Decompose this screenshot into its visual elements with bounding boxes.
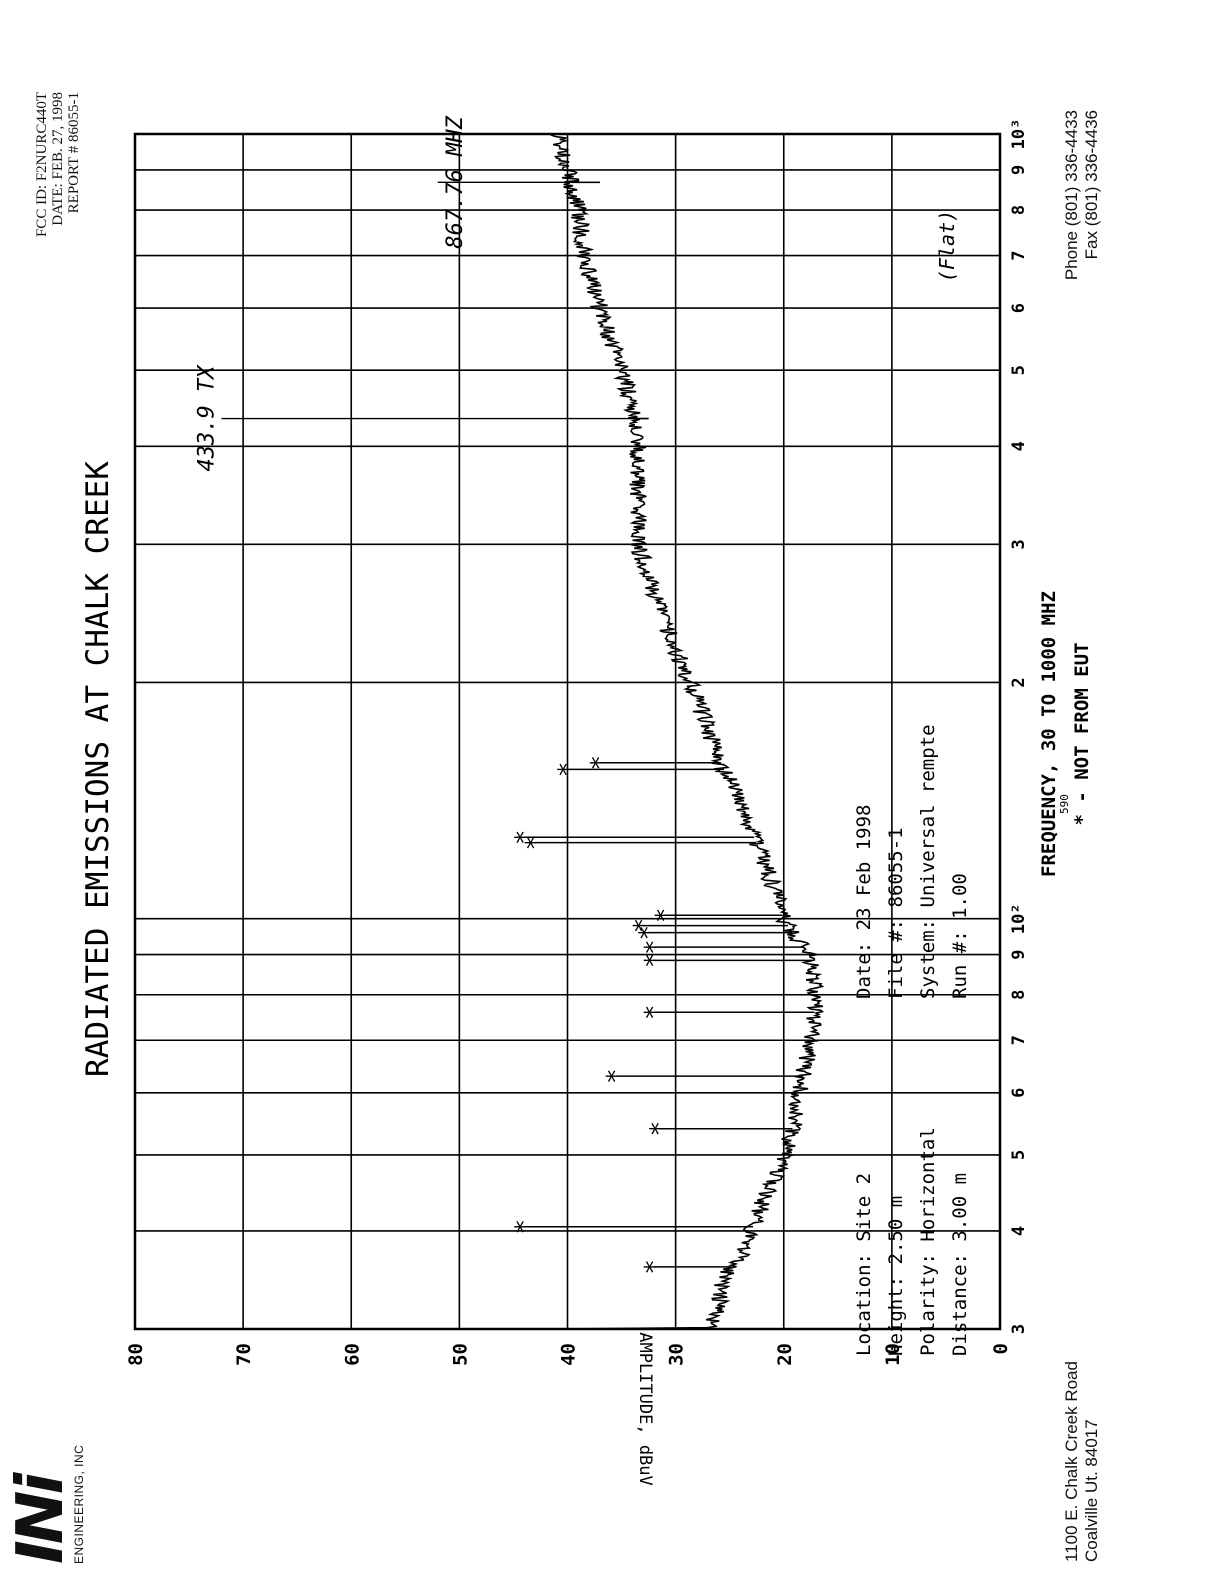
y-tick-label-2: 20 [774,1343,796,1366]
not-from-eut-note: * - NOT FROM EUT [1071,642,1093,825]
fax: Fax (801) 336-4436 [1082,110,1101,260]
noise-floor-line [549,133,825,1330]
y-axis-label: AMPLITUDE, dBuV [635,1332,655,1486]
y-tick-label-3: 30 [666,1343,688,1366]
contact-block: Phone (801) 336-4433 Fax (801) 336-4436 [1062,110,1102,280]
x-tick-label-13: 7 [1009,250,1029,260]
emission-marker-0: * [640,1259,670,1275]
handwritten-annotations: 433.9 TX 867.76 MHZ (Flat) [195,115,959,471]
info-date: Date: 23 Feb 1998 [853,805,875,999]
info-polarity: Polarity: Horizontal [917,1127,939,1356]
x-tick-label-16: 10³ [1009,119,1029,150]
x-tick-label-4: 7 [1009,1035,1029,1045]
annotation-tx: 433.9 TX [195,364,220,472]
info-location: Location: Site 2 [853,1173,875,1356]
x-tick-label-5: 8 [1009,990,1029,1000]
x-tick-label-10: 4 [1009,441,1029,451]
info-distance: Distance: 3.00 m [949,1173,971,1356]
address-line-2: Coalville Ut. 84017 [1082,1419,1101,1562]
noise-floor-trace [549,133,825,1330]
emission-marker-11: * [510,829,540,845]
chart-title: RADIATED EMISSIONS AT CHALK CREEK [80,461,116,1077]
measurement-info: Location: Site 2 Height: 2.50 m Polarity… [853,724,971,1356]
emission-marker-6: * [640,939,670,955]
info-system: System: Universal rempte [917,724,939,999]
x-tick-label-7: 10² [1009,903,1029,934]
chart-grid [133,132,1002,1331]
x-tick-label-9: 3 [1009,539,1029,549]
emission-marker-10: * [521,835,551,851]
x-tick-label-0: 3 [1009,1324,1029,1334]
address-line-1: 1100 E. Chalk Creek Road [1062,1361,1081,1562]
x-tick-labels: 3 4 5 6 7 8 9 10² 2 3 4 5 6 7 8 9 10³ [1009,119,1029,1334]
emission-marker-5: * [640,953,670,969]
y-tick-label-1: 10 [882,1343,904,1366]
x-tick-label-6: 9 [1009,949,1029,959]
annotation-590: 590 [1058,794,1071,814]
y-tick-label-5: 50 [449,1343,471,1366]
y-tick-label-0: 0 [990,1343,1012,1354]
x-axis-label: FREQUENCY, 30 TO 1000 MHZ [1038,591,1060,877]
annotation-mhz: 867.76 MHZ [443,115,468,248]
y-tick-label-6: 60 [341,1343,363,1366]
address-block: 1100 E. Chalk Creek Road Coalville Ut. 8… [1062,1361,1102,1562]
info-height: Height: 2.50 m [885,1196,907,1356]
emission-marker-7: * [635,925,665,941]
emission-marker-13: * [586,755,616,771]
emission-marker-8: * [629,918,659,934]
phone: Phone (801) 336-4433 [1062,110,1081,281]
emission-spikes: ************* * [510,181,815,1275]
x-tick-label-12: 6 [1009,303,1029,313]
info-file: File #: 86055-1 [885,827,907,999]
info-run: Run #: 1.00 [949,873,971,999]
x-tick-label-8: 2 [1009,677,1029,687]
y-tick-labels: 0 10 20 30 40 50 60 70 80 [125,1343,1012,1366]
y-tick-label-8: 80 [125,1343,147,1366]
x-tick-label-3: 6 [1009,1088,1029,1098]
emission-marker-9: * [651,907,681,923]
emission-marker-3: * [602,1068,632,1084]
emission-marker-4: * [640,1004,670,1020]
emission-marker-12: * [554,762,584,778]
emission-marker-2: * [645,1121,675,1137]
x-tick-label-15: 9 [1009,165,1029,175]
annotation-flat: (Flat) [935,210,959,282]
y-tick-label-4: 40 [558,1343,580,1366]
x-tick-label-11: 5 [1009,365,1029,375]
y-tick-label-7: 70 [233,1343,255,1366]
x-tick-label-2: 5 [1009,1150,1029,1160]
x-tick-label-1: 4 [1009,1226,1029,1236]
x-tick-label-14: 8 [1009,205,1029,215]
emission-marker-1: * [510,1219,540,1235]
